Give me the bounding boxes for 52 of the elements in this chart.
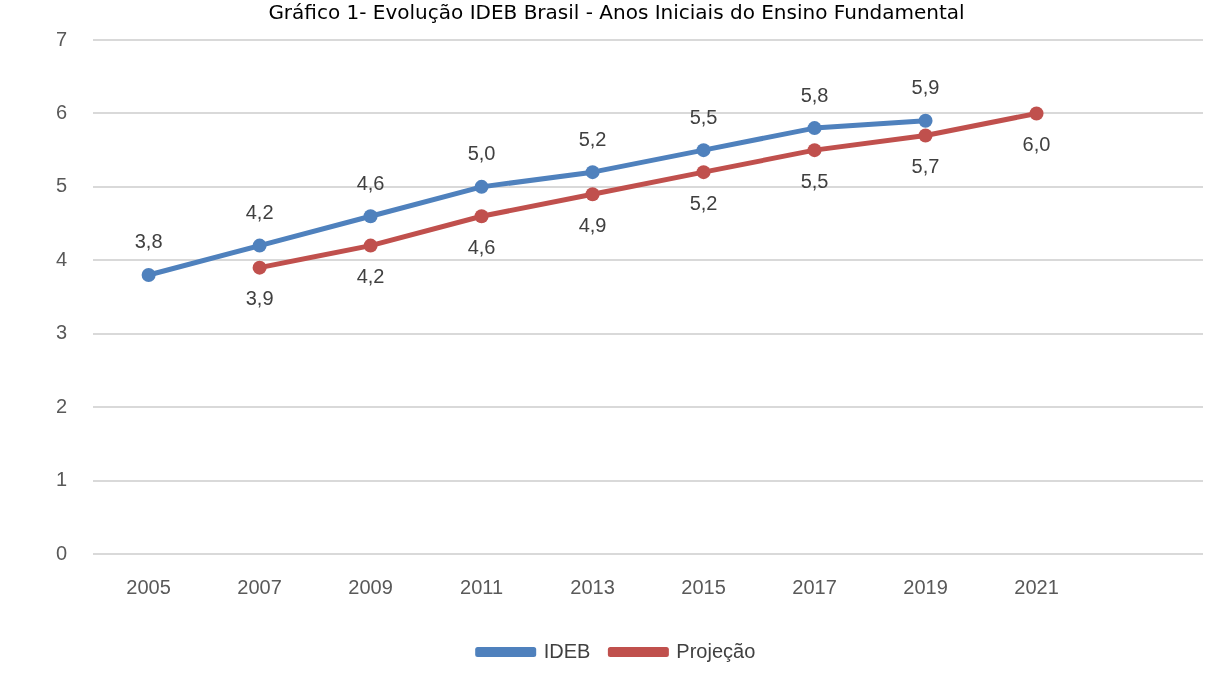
- y-tick-label: 1: [56, 468, 68, 491]
- x-tick-label: 2005: [126, 575, 171, 598]
- legend-label: Projeção: [676, 639, 756, 662]
- point: [141, 267, 156, 282]
- x-tick-label: 2021: [1014, 575, 1059, 598]
- point: [474, 209, 489, 224]
- x-tick-label: 2011: [460, 575, 504, 598]
- point: [363, 209, 378, 224]
- x-tick-label: 2009: [348, 575, 393, 598]
- point: [252, 260, 267, 275]
- data-label: 5,5: [689, 105, 718, 128]
- data-label: 5,2: [689, 191, 718, 214]
- y-tick-label: 0: [56, 541, 68, 564]
- data-label: 5,0: [467, 142, 496, 165]
- point: [1029, 106, 1044, 121]
- data-label: 4,9: [578, 213, 607, 236]
- data-label: 5,5: [800, 169, 829, 192]
- y-tick-label: 4: [56, 247, 68, 270]
- point: [807, 121, 822, 136]
- point: [252, 238, 267, 253]
- data-label: 3,9: [245, 287, 274, 310]
- point: [696, 165, 711, 180]
- chart-title: Gráfico 1- Evolução IDEB Brasil - Anos Iniciais do Ensino Fundamental: [268, 0, 965, 25]
- data-label: 5,2: [578, 127, 607, 150]
- point: [474, 179, 489, 194]
- data-label: 5,8: [800, 83, 829, 106]
- y-tick-label: 7: [56, 27, 68, 50]
- point: [363, 238, 378, 253]
- point: [585, 165, 600, 180]
- x-tick-label: 2019: [903, 575, 948, 598]
- data-label: 4,6: [467, 235, 496, 258]
- legend-label: IDEB: [543, 639, 591, 662]
- y-tick-label: 3: [56, 321, 68, 344]
- point: [696, 143, 711, 158]
- x-tick-label: 2017: [792, 575, 837, 598]
- data-label: 4,6: [356, 171, 385, 194]
- data-label: 5,9: [911, 76, 940, 99]
- data-label: 5,7: [911, 154, 940, 177]
- point: [585, 187, 600, 202]
- y-tick-label: 5: [56, 174, 68, 197]
- y-tick-label: 2: [56, 394, 68, 417]
- data-label: 4,2: [245, 201, 274, 224]
- data-label: 4,2: [356, 265, 385, 288]
- point: [918, 113, 933, 128]
- point: [807, 143, 822, 158]
- point: [918, 128, 933, 143]
- x-tick-label: 2013: [570, 575, 615, 598]
- y-tick-label: 6: [56, 100, 68, 123]
- data-label: 3,8: [134, 230, 163, 253]
- x-tick-label: 2007: [237, 575, 282, 598]
- data-label: 6,0: [1022, 132, 1051, 155]
- x-tick-label: 2015: [681, 575, 726, 598]
